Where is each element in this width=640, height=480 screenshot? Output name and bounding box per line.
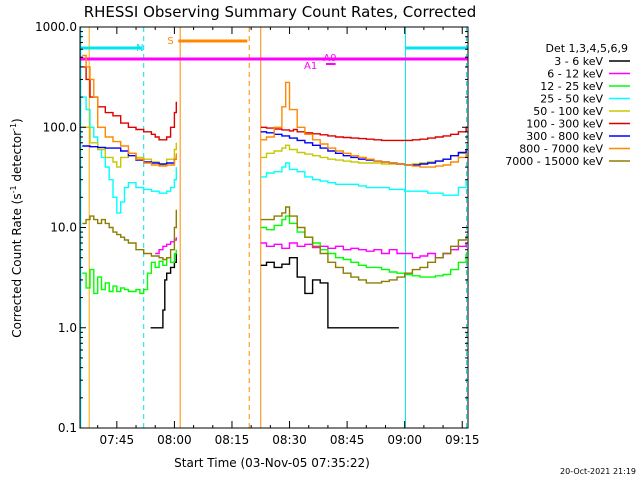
legend-label-6: 300 - 800 keV: [526, 130, 603, 143]
x-tick-label-3: 08:30: [272, 433, 307, 447]
night-flag-label: N: [136, 43, 143, 54]
series-line-3-segment-0: [82, 96, 177, 214]
series-line-1-segment-1: [260, 242, 467, 259]
y-axis-label-exp1: -1: [9, 185, 18, 193]
series-line-6-segment-1: [260, 131, 467, 166]
y-axis-label-exp2: -1: [9, 123, 18, 131]
series-line-2-segment-0: [82, 249, 177, 295]
y-axis-label-end: ): [10, 118, 24, 123]
legend-label-4: 50 - 100 keV: [533, 105, 603, 118]
legend-label-0: 3 - 6 keV: [554, 55, 603, 68]
series-line-7-segment-1: [260, 81, 467, 168]
y-tick-label-1: 100.0: [43, 120, 77, 134]
series-line-0-segment-0: [150, 253, 177, 329]
series-line-8-segment-1: [260, 206, 467, 284]
series-line-7-segment-0: [82, 54, 177, 167]
x-tick-label-1: 08:00: [157, 433, 192, 447]
legend-label-8: 7000 - 15000 keV: [505, 155, 603, 168]
y-axis-label-mid: detector: [10, 131, 24, 186]
y-axis-label: Corrected Count Rate (s-1 detector-1): [9, 118, 24, 337]
y-axis-label-main: Corrected Count Rate (s: [10, 193, 24, 337]
x-tick-label-6: 09:15: [445, 433, 480, 447]
x-tick-label-2: 08:15: [215, 433, 250, 447]
y-tick-label-4: 0.1: [58, 421, 77, 435]
legend-label-5: 100 - 300 keV: [526, 118, 603, 131]
y-tick-label-3: 1.0: [58, 321, 77, 335]
attenuator-a1-label: A1: [304, 61, 317, 72]
series-line-8-segment-0: [82, 209, 177, 261]
legend-label-7: 800 - 7000 keV: [519, 143, 603, 156]
legend-label-1: 6 - 12 keV: [547, 68, 603, 81]
series-line-5-segment-1: [260, 126, 467, 142]
x-axis-label: Start Time (03-Nov-05 07:35:22): [174, 456, 370, 470]
axes-layer: 1000.0 100.0 10.0 1.0 0.1 07:45 08:00 08:15 08:3…: [35, 20, 480, 447]
x-tick-label-0: 07:45: [100, 433, 135, 447]
y-tick-label-0: 1000.0: [35, 20, 77, 34]
attenuator-a0-label: A0: [323, 53, 336, 64]
saa-flag-label: S: [167, 36, 173, 47]
series-line-0-segment-1: [260, 257, 399, 329]
legend-label-3: 25 - 50 keV: [540, 93, 603, 106]
x-tick-label-5: 09:00: [387, 433, 422, 447]
series-line-3-segment-1: [260, 162, 467, 196]
plot-layer: N S A1 A0: [80, 27, 468, 428]
chart-title: RHESSI Observing Summary Count Rates, Co…: [84, 3, 477, 21]
legend-label-2: 12 - 25 keV: [540, 80, 603, 93]
y-tick-label-2: 10.0: [50, 221, 77, 235]
x-tick-label-4: 08:45: [330, 433, 365, 447]
legend-header: Det 1,3,4,5,6,9: [545, 42, 628, 55]
timestamp: 20-Oct-2021 21:19: [560, 467, 636, 476]
